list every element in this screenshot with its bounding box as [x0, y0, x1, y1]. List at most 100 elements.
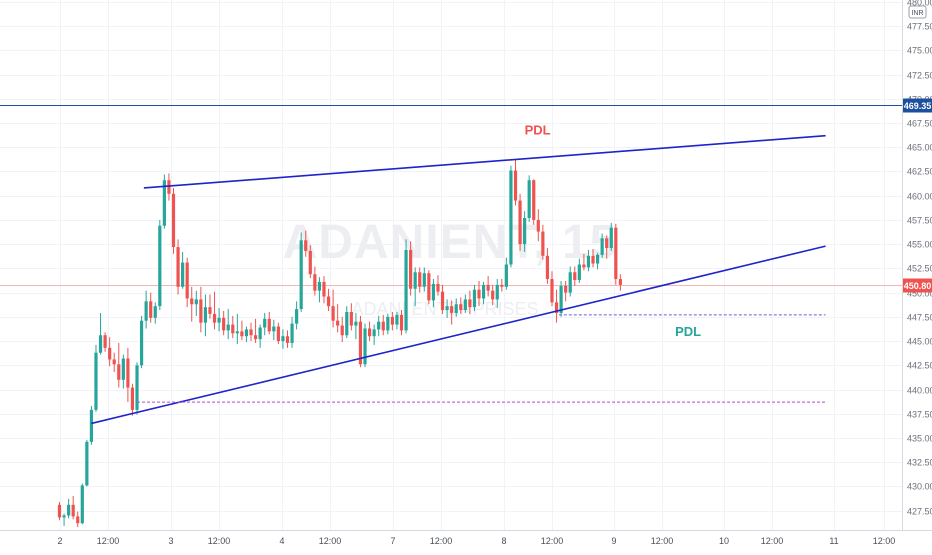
candle-body	[162, 180, 166, 226]
candle-body	[253, 335, 258, 340]
candle-body	[149, 301, 153, 318]
candle-body	[76, 516, 80, 524]
candle-body	[240, 331, 244, 337]
candle-body	[500, 284, 504, 287]
candle-body	[591, 255, 595, 264]
candle-body	[541, 231, 545, 256]
candle-body	[404, 249, 408, 331]
candle-body	[258, 327, 262, 340]
candle-body	[181, 262, 185, 287]
candle-body	[139, 320, 144, 366]
x-tick-label: 8	[501, 536, 506, 546]
x-tick-label: 12:00	[430, 536, 453, 546]
candle-body	[358, 321, 363, 365]
candle-body	[135, 365, 139, 410]
candle-body	[577, 264, 581, 281]
currency-label: INR	[911, 10, 923, 17]
candle-body	[614, 227, 618, 280]
candle-body	[431, 283, 436, 301]
y-tick-label: 462.50	[907, 167, 932, 177]
candle-body	[427, 273, 431, 301]
candle-body	[495, 284, 499, 300]
y-tick-label: 465.00	[907, 143, 932, 153]
candle-body	[367, 328, 372, 337]
candle-body	[450, 306, 454, 313]
y-tick-label: 475.00	[907, 46, 932, 56]
candle-body	[504, 264, 508, 287]
candle-body	[89, 409, 94, 442]
candle-body	[372, 329, 376, 337]
candle-body	[108, 347, 112, 360]
candle-body	[62, 515, 66, 518]
candle-body	[185, 262, 189, 299]
candle-body	[354, 321, 358, 326]
candle-body	[477, 289, 481, 299]
y-tick-label: 472.50	[907, 71, 932, 81]
time-axis[interactable]: 2 12:00 3 12:00 4 12:00 7 12:00 8 12:00 9 12:00 10 12…	[57, 536, 895, 546]
price-axis[interactable]: INR 427.50 430.00 432.50 435.00 437.50 440.00…	[0, 0, 932, 531]
candle-body	[573, 272, 577, 281]
candle-body	[57, 504, 62, 518]
candle-body	[212, 313, 217, 323]
candle-body	[345, 311, 349, 336]
x-tick-label: 12:00	[319, 536, 342, 546]
candle-body	[422, 273, 426, 287]
y-tick-label: 440.00	[907, 386, 932, 396]
y-tick-label: 442.50	[907, 361, 932, 371]
watermark-name: ADANI ENTERPRISES	[351, 299, 538, 319]
candle-body	[290, 323, 294, 343]
candle-body	[377, 321, 381, 330]
candle-body	[126, 358, 130, 388]
candle-body	[445, 306, 449, 311]
candle-body	[322, 281, 326, 297]
candle-body	[304, 240, 308, 251]
x-tick-label: 9	[611, 536, 616, 546]
x-tick-label: 12:00	[651, 536, 674, 546]
candle-body	[491, 290, 495, 300]
candle-body	[554, 302, 559, 313]
price-badge	[903, 98, 932, 113]
candle-body	[399, 314, 404, 331]
candle-body	[235, 331, 239, 334]
y-tick-label: 477.50	[907, 22, 932, 32]
candle-body	[440, 291, 445, 311]
candle-body	[363, 328, 367, 365]
candle-body	[618, 279, 622, 285]
candle-body	[326, 296, 331, 307]
candle-body	[390, 316, 394, 325]
candle-body	[217, 317, 221, 323]
candle-body	[244, 329, 249, 337]
price-badge-label: 450.80	[904, 281, 932, 291]
watermark-symbol: ADANIENT, 15	[283, 216, 618, 269]
y-tick-label: 450.00	[907, 289, 932, 299]
y-tick-label: 427.50	[907, 507, 932, 517]
candle-body	[518, 200, 522, 245]
x-tick-label: 12:00	[541, 536, 564, 546]
candle-body	[158, 225, 162, 307]
gridlines	[0, 0, 902, 530]
candle-body	[317, 281, 322, 291]
candle-body	[340, 325, 344, 336]
x-tick-label: 12:00	[761, 536, 784, 546]
x-tick-label: 12:00	[97, 536, 120, 546]
y-tick-label: 435.00	[907, 434, 932, 444]
candle-body	[568, 272, 572, 293]
drawings[interactable]	[91, 134, 826, 425]
candle-body	[486, 284, 490, 291]
candle-body	[468, 299, 472, 308]
candle-body	[295, 309, 299, 324]
candle-body	[413, 272, 417, 289]
x-tick-label: 10	[719, 536, 729, 546]
candle-body	[509, 170, 513, 265]
candle-body	[600, 238, 604, 255]
x-tick-label: 11	[829, 536, 838, 546]
candle-body	[285, 336, 290, 343]
price-badge	[903, 278, 932, 293]
price-level-lines	[0, 105, 902, 286]
candle-body	[513, 170, 518, 201]
candle-body	[481, 284, 486, 299]
watermark: ADANIENT, 15 ADANI ENTERPRISES	[283, 216, 618, 319]
y-tick-label: 447.50	[907, 313, 932, 323]
